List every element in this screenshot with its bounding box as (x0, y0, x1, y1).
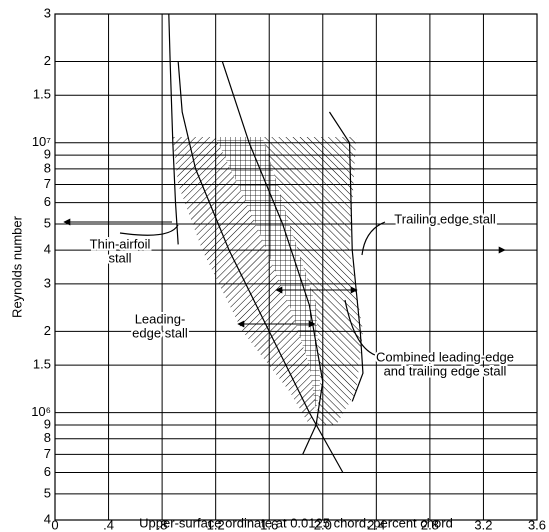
y-tick-label: 10⁶ (31, 404, 51, 419)
annotation: Trailing edge stall (394, 211, 496, 226)
y-tick-label: 2 (44, 53, 51, 68)
x-tick-label: 2.0 (314, 517, 332, 532)
y-tick-label: 7 (44, 446, 51, 461)
y-tick-label: 2 (44, 323, 51, 338)
y-tick-label: 3 (44, 5, 51, 20)
annotation: Leading- (135, 311, 186, 326)
y-tick-label: 4 (44, 242, 51, 257)
annotation: Combined leading-edge (376, 349, 514, 364)
y-axis-label: Reynolds number (9, 215, 24, 318)
annotation: and trailing edge stall (384, 363, 507, 378)
y-tick-label: 8 (44, 430, 51, 445)
boundary-curve (221, 61, 324, 455)
y-tick-label: 4 (44, 511, 51, 526)
leader (119, 224, 179, 236)
annotation: edge stall (132, 325, 188, 340)
boundary-curve (168, 13, 179, 245)
x-tick-label: 1.6 (260, 517, 278, 532)
hatched-region (262, 137, 363, 425)
y-tick-label: 6 (44, 464, 51, 479)
x-tick-label: 2.4 (367, 517, 385, 532)
annotation: stall (108, 250, 131, 265)
x-tick-label: .4 (103, 517, 114, 532)
x-tick-label: .8 (157, 517, 168, 532)
y-tick-label: 1.5 (33, 87, 51, 102)
leader (344, 299, 379, 357)
x-axis-label: Upper-surface ordinate at 0.0125 chord, … (139, 515, 453, 530)
plot (54, 13, 538, 521)
x-tick-label: 3.2 (474, 517, 492, 532)
y-tick-label: 10⁷ (32, 134, 51, 149)
y-tick-label: 7 (44, 176, 51, 191)
y-tick-label: 3 (44, 275, 51, 290)
x-tick-label: 1.2 (207, 517, 225, 532)
y-tick-label: 5 (44, 215, 51, 230)
y-tick-label: 9 (44, 416, 51, 431)
boundary-curve (177, 61, 344, 473)
x-tick-label: 0 (51, 517, 58, 532)
x-tick-label: 3.6 (528, 517, 546, 532)
leader (361, 221, 386, 256)
y-tick-label: 5 (44, 485, 51, 500)
annotation: Thin-airfoil (90, 236, 151, 251)
y-tick-label: 8 (44, 160, 51, 175)
x-tick-label: 2.8 (421, 517, 439, 532)
y-tick-label: 1.5 (33, 357, 51, 372)
y-tick-label: 6 (44, 194, 51, 209)
y-tick-label: 9 (44, 147, 51, 162)
